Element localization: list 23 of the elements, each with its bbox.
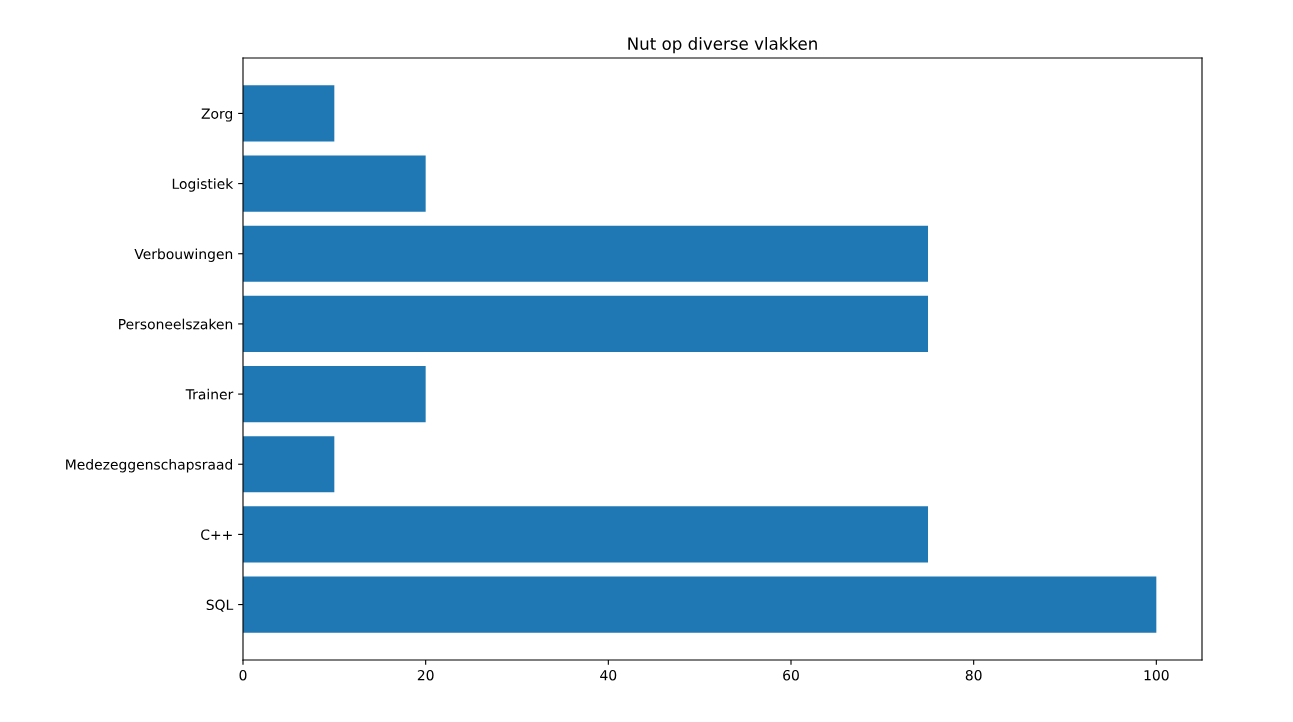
chart-title: Nut op diverse vlakken (628, 37, 817, 54)
y-tick-label: SQL (206, 599, 234, 612)
bar (243, 506, 928, 563)
x-tick-label: 60 (783, 669, 799, 681)
bar (243, 366, 426, 423)
y-tick-label: Medezeggenschapsraad (66, 458, 233, 473)
y-tick-label: Verbouwingen (134, 248, 233, 262)
x-tick-label: 80 (965, 669, 982, 681)
bar (243, 85, 335, 142)
bar (243, 436, 335, 493)
y-tick-label: Personeelszaken (119, 318, 233, 330)
bar (243, 576, 1157, 633)
bar (243, 295, 928, 352)
x-tick-label: 100 (1144, 669, 1169, 681)
y-tick-label: Zorg (201, 108, 233, 122)
y-tick-label: Logistiek (172, 178, 234, 192)
x-tick-label: 0 (239, 669, 247, 681)
bar (243, 155, 426, 212)
x-tick-label: 20 (417, 669, 434, 681)
x-tick-label: 40 (600, 669, 617, 681)
bar (243, 225, 928, 282)
y-tick-label: C++ (201, 529, 232, 540)
y-tick-label: Trainer (185, 388, 234, 400)
